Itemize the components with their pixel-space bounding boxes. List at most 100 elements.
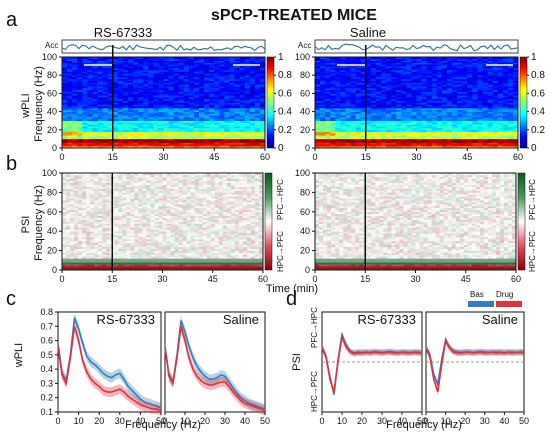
heatmap-cell	[70, 258, 75, 261]
heatmap-cell	[118, 264, 123, 267]
heatmap-cell	[138, 258, 143, 261]
heatmap-cell	[107, 57, 114, 60]
heatmap-cell	[168, 67, 174, 71]
heatmap-cell	[350, 133, 356, 136]
heatmap-cell	[188, 106, 195, 109]
heatmap-cell	[396, 124, 402, 127]
heatmap-cell	[477, 89, 483, 92]
heatmap-cell	[436, 64, 443, 67]
heatmap-cell	[315, 67, 321, 71]
heatmap-cell	[436, 60, 443, 63]
heatmap-cell	[330, 82, 336, 85]
heatmap-cell	[238, 240, 244, 244]
heatmap-cell	[254, 127, 261, 131]
heatmap-cell	[224, 78, 230, 81]
heatmap-cell	[146, 266, 151, 269]
heatmap-cell	[249, 118, 256, 121]
heatmap-cell	[87, 86, 93, 89]
heatmap-cell	[350, 113, 356, 116]
heatmap-cell	[446, 120, 453, 123]
heatmap-cell	[62, 58, 68, 61]
heatmap-cell	[194, 240, 199, 244]
heatmap-cell	[507, 142, 514, 145]
heatmap-cell	[178, 144, 185, 147]
heatmap-cell	[170, 258, 175, 261]
heatmap-cell	[330, 64, 336, 67]
heatmap-cell	[183, 142, 190, 145]
wpli-colorbar-left	[266, 56, 275, 149]
heatmap-cell	[188, 124, 195, 127]
heatmap-cell	[138, 82, 144, 85]
heatmap-cell	[107, 115, 114, 118]
heatmap-cell	[441, 60, 448, 63]
heatmap-cell	[421, 66, 427, 69]
heatmap-cell	[168, 146, 174, 149]
heatmap-cell	[97, 89, 103, 92]
heatmap-cell	[320, 118, 326, 121]
heatmap-cell	[335, 84, 341, 87]
heatmap-cell	[446, 71, 453, 74]
heatmap-cell	[386, 97, 392, 100]
heatmap-cell	[66, 244, 71, 248]
heatmap-cell	[158, 146, 164, 149]
heatmap-cell	[244, 113, 251, 116]
heatmap-cell	[355, 124, 361, 127]
heatmap-cell	[512, 82, 519, 85]
heatmap-cell	[512, 91, 519, 94]
heatmap-cell	[421, 58, 427, 61]
heatmap-cell	[462, 135, 468, 138]
heatmap-cell	[431, 127, 438, 131]
heatmap-cell	[234, 100, 240, 103]
heatmap-cell	[320, 129, 326, 132]
heatmap-cell	[250, 258, 256, 261]
heatmap-cell	[487, 69, 493, 72]
heatmap-cell	[234, 97, 240, 100]
heatmap-cell	[186, 248, 191, 251]
heatmap-cell	[170, 252, 175, 255]
heatmap-cell	[492, 71, 499, 74]
heatmap-cell	[345, 73, 351, 76]
heatmap-cell	[345, 91, 351, 94]
heatmap-cell	[174, 252, 179, 255]
heatmap-cell	[254, 240, 260, 244]
heatmap-cell	[114, 268, 119, 271]
heatmap-cell	[97, 113, 103, 116]
heatmap-cell	[183, 129, 190, 132]
heatmap-cell	[97, 106, 103, 109]
heatmap-cell	[82, 126, 88, 129]
heatmap-cell	[320, 131, 326, 134]
heatmap-cell	[72, 58, 78, 61]
heatmap-cell	[82, 98, 88, 101]
heatmap-cell	[360, 73, 367, 76]
heatmap-cell	[497, 115, 504, 118]
heatmap-cell	[482, 120, 488, 123]
heatmap-cell	[431, 140, 438, 143]
heatmap-cell	[492, 106, 499, 109]
heatmap-cell	[199, 86, 205, 89]
heatmap-cell	[234, 67, 240, 71]
heatmap-cell	[259, 142, 266, 145]
heatmap-cell	[472, 86, 478, 89]
heatmap-cell	[386, 93, 392, 96]
heatmap-cell	[178, 71, 185, 74]
heatmap-cell	[325, 127, 331, 131]
heatmap-cell	[487, 113, 493, 116]
heatmap-cell	[72, 80, 78, 83]
heatmap-cell	[502, 118, 509, 121]
heatmap-cell	[158, 244, 163, 248]
heatmap-cell	[401, 131, 407, 134]
heatmap-cell	[143, 111, 149, 114]
heatmap-cell	[122, 64, 129, 67]
heatmap-cell	[117, 69, 124, 72]
heatmap-cell	[239, 138, 246, 142]
heatmap-cell	[168, 107, 174, 111]
heatmap-cell	[193, 62, 200, 65]
heatmap-cell	[70, 266, 75, 269]
heatmap-cell	[487, 97, 493, 100]
heatmap-cell	[183, 118, 190, 121]
heatmap-cell	[477, 75, 483, 78]
heatmap-cell	[386, 66, 392, 69]
heatmap-cell	[148, 77, 154, 80]
heatmap-cell	[242, 254, 248, 257]
heatmap-cell	[153, 64, 159, 67]
